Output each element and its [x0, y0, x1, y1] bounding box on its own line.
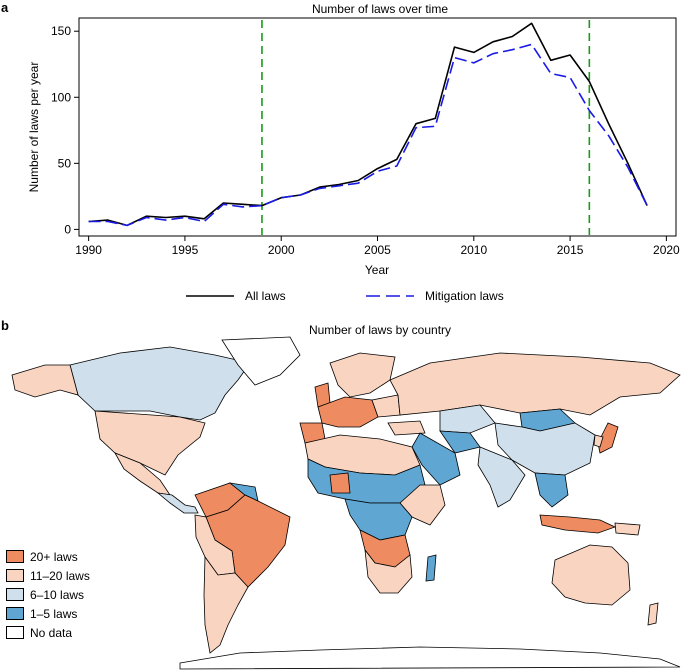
series-line-mitigation-laws — [88, 43, 648, 227]
x-axis-label: Year — [365, 263, 389, 277]
line-chart: 0 50 100 150 1990 1995 2000 2005 2010 2015 2020 N… — [27, 17, 680, 303]
map-legend-swatch — [6, 550, 24, 563]
map-title: Number of laws by country — [308, 323, 452, 337]
x-tick-label: 1990 — [75, 243, 102, 257]
map-legend-item: 11–20 laws — [6, 566, 90, 585]
y-tick-label: 50 — [58, 156, 72, 170]
x-tick-label: 2020 — [653, 243, 680, 257]
panel-a-letter: a — [1, 0, 9, 15]
world-map — [11, 336, 681, 670]
map-legend-item: 1–5 laws — [6, 604, 90, 623]
region-kazakhstan — [439, 404, 496, 434]
map-legend-label: No data — [30, 625, 73, 640]
region-southern-africa — [364, 548, 413, 594]
region-australia — [551, 544, 631, 606]
y-tick-label: 0 — [64, 222, 71, 236]
map-legend-item: 6–10 laws — [6, 585, 90, 604]
region-western-europe — [317, 396, 379, 428]
y-tick-label: 150 — [51, 24, 71, 38]
region-canada — [69, 346, 251, 421]
region-indonesia — [539, 514, 617, 534]
region-west-africa-20plus — [329, 472, 351, 494]
plot-frame — [78, 17, 677, 237]
region-korea — [593, 434, 604, 448]
map-legend-swatch — [6, 607, 24, 620]
x-tick-label: 1995 — [172, 243, 199, 257]
y-axis-ticks: 0 50 100 150 — [51, 24, 79, 236]
legend-label: All laws — [245, 289, 286, 303]
chart-title: Number of laws over time — [311, 2, 449, 16]
x-axis-ticks: 1990 1995 2000 2005 2010 2015 2020 — [75, 236, 680, 257]
region-south-asia — [477, 446, 526, 508]
map-legend-swatch — [6, 569, 24, 582]
y-tick-label: 100 — [51, 90, 71, 104]
reference-lines — [261, 20, 591, 235]
region-central-africa — [344, 498, 413, 541]
map-legend-item: No data — [6, 623, 90, 642]
map-legend-swatch — [6, 626, 24, 639]
region-russia — [389, 352, 681, 416]
region-greenland — [221, 336, 301, 386]
map-legend: 20+ laws 11–20 laws 6–10 laws 1–5 laws N… — [6, 547, 90, 642]
x-tick-label: 2005 — [364, 243, 391, 257]
series-lines — [88, 22, 648, 227]
region-madagascar — [425, 554, 437, 582]
region-chile-argentina — [203, 555, 249, 654]
map-legend-item: 20+ laws — [6, 547, 90, 566]
map-legend-label: 6–10 laws — [30, 587, 85, 602]
chart-legend: All laws Mitigation laws — [186, 289, 504, 303]
region-png — [614, 522, 641, 536]
region-southeast-asia — [534, 472, 569, 508]
region-china — [494, 422, 596, 476]
region-usa — [94, 410, 206, 476]
y-axis-label: Number of laws per year — [27, 62, 41, 193]
region-alaska — [11, 364, 79, 398]
x-tick-label: 2010 — [460, 243, 487, 257]
map-legend-swatch — [6, 588, 24, 601]
region-new-zealand — [647, 602, 659, 626]
region-scandinavia — [329, 352, 396, 398]
map-legend-label: 1–5 laws — [30, 606, 78, 621]
region-antarctica — [179, 646, 681, 670]
legend-label: Mitigation laws — [425, 289, 504, 303]
x-tick-label: 2000 — [268, 243, 295, 257]
region-central-america — [156, 492, 199, 514]
panel-b-letter: b — [1, 318, 9, 333]
region-turkey — [387, 420, 426, 436]
map-legend-label: 11–20 laws — [30, 568, 90, 583]
series-line-all-laws — [88, 22, 648, 227]
x-tick-label: 2015 — [557, 243, 584, 257]
map-legend-label: 20+ laws — [30, 549, 78, 564]
